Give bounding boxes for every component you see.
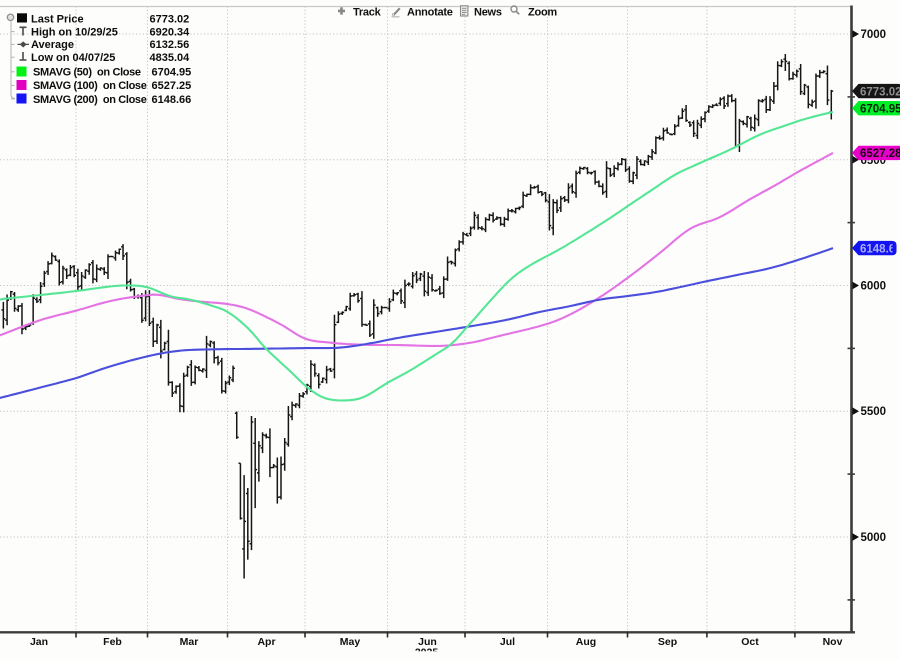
svg-text:Mar: Mar	[180, 636, 199, 648]
svg-text:Aug: Aug	[576, 636, 596, 648]
svg-text:6527.25: 6527.25	[152, 80, 192, 92]
svg-text:May: May	[340, 636, 361, 648]
svg-text:Apr: Apr	[257, 636, 275, 648]
svg-text:6920.34: 6920.34	[150, 26, 191, 38]
svg-text:6148.66: 6148.66	[860, 243, 900, 255]
svg-text:6773.02: 6773.02	[860, 86, 900, 98]
svg-text:6148.66: 6148.66	[152, 94, 192, 106]
svg-text:6773.02: 6773.02	[150, 14, 190, 26]
svg-text:5000: 5000	[861, 532, 887, 544]
svg-text:6704.95: 6704.95	[152, 67, 192, 79]
svg-text:4835.04: 4835.04	[150, 52, 191, 64]
svg-text:Low on 04/07/25: Low on 04/07/25	[31, 52, 115, 64]
svg-text:SMAVG (200) on Close: SMAVG (200) on Close	[33, 94, 147, 106]
svg-text:7000: 7000	[861, 29, 887, 41]
svg-text:Sep: Sep	[658, 636, 677, 648]
svg-text:Zoom: Zoom	[528, 6, 557, 18]
svg-text:Jul: Jul	[500, 636, 515, 648]
svg-text:SMAVG (50) on Close: SMAVG (50) on Close	[33, 67, 141, 79]
svg-text:Average: Average	[31, 39, 74, 51]
svg-text:Feb: Feb	[103, 636, 122, 648]
svg-text:5500: 5500	[861, 406, 887, 418]
svg-text:Jun: Jun	[418, 636, 437, 648]
svg-text:6000: 6000	[861, 281, 887, 293]
svg-text:6527.28: 6527.28	[860, 148, 900, 160]
svg-text:6704.95: 6704.95	[860, 103, 900, 115]
svg-text:High on 10/29/25: High on 10/29/25	[31, 26, 118, 38]
svg-text:Annotate: Annotate	[407, 6, 453, 18]
svg-text:Oct: Oct	[741, 636, 759, 648]
svg-text:Track: Track	[353, 6, 382, 18]
svg-text:News: News	[474, 6, 502, 18]
svg-text:Nov: Nov	[823, 636, 843, 648]
svg-text:6132.56: 6132.56	[150, 39, 190, 51]
svg-text:2025: 2025	[415, 647, 439, 659]
svg-text:SMAVG (100) on Close: SMAVG (100) on Close	[33, 80, 147, 92]
svg-text:Last Price: Last Price	[31, 14, 84, 26]
svg-text:Jan: Jan	[30, 636, 48, 648]
